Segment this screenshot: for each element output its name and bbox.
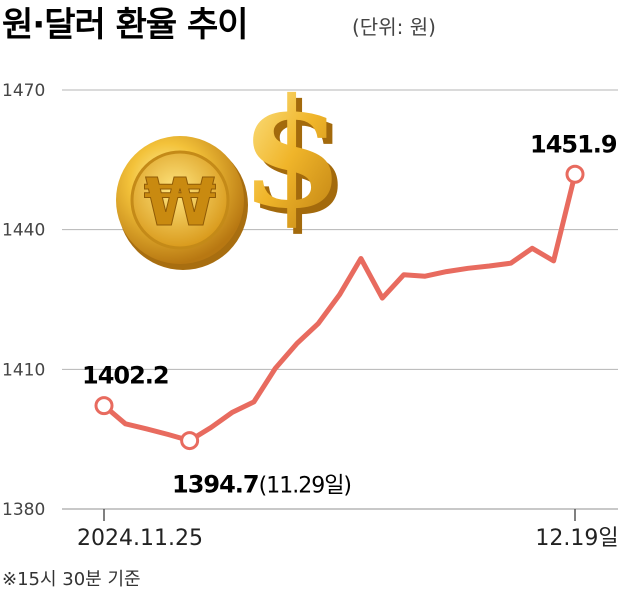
svg-text:$: $ (246, 72, 350, 248)
y-axis-ticks: 1470 1440 1410 1380 (2, 81, 45, 520)
dollar-sign-icon: $ $ (240, 66, 350, 248)
unit-label: (단위: 원) (352, 15, 436, 39)
footnote: ※15시 30분 기준 (2, 569, 141, 590)
x-axis-ticks (103, 509, 576, 521)
end-value-label: 1451.9 (530, 130, 617, 158)
x-label-end: 12.19일 (535, 526, 618, 551)
min-date: (11.29일) (259, 474, 351, 499)
chart-title: 원·달러 환율 추이 (2, 5, 248, 45)
x-label-start: 2024.11.25 (77, 526, 203, 551)
y-tick-label: 1470 (2, 81, 45, 101)
data-point-marker (565, 164, 585, 184)
svg-text:₩: ₩ (144, 164, 217, 241)
start-value-label: 1402.2 (82, 362, 169, 390)
data-markers (94, 164, 585, 451)
y-tick-label: 1380 (2, 500, 45, 520)
min-value-label: 1394.7(11.29일) (172, 471, 351, 499)
data-point-marker (94, 396, 114, 416)
y-tick-label: 1440 (2, 221, 45, 241)
won-coin-icon: ₩ (116, 136, 248, 270)
y-tick-label: 1410 (2, 360, 45, 380)
svg-text:$: $ (240, 66, 344, 242)
data-point-marker (180, 431, 200, 451)
min-value: 1394.7 (172, 471, 259, 499)
